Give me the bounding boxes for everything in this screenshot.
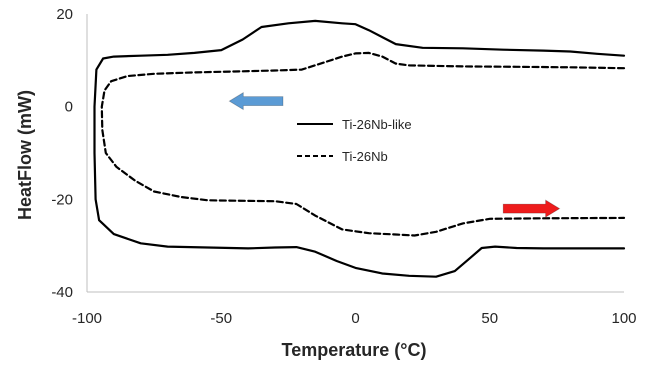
legend-label: Ti-26Nb [342,149,388,164]
legend-label: Ti-26Nb-like [342,117,412,132]
x-tick-label: 0 [351,310,359,327]
x-tick-label: -100 [72,310,102,327]
y-tick-label: 0 [65,99,73,116]
y-axis-title: HeatFlow (mW) [15,90,35,220]
series-line-2 [100,51,626,237]
series-line-1 [93,19,626,278]
arrow-right-icon [502,199,561,218]
series-group [93,19,626,278]
y-tick-label: -20 [51,191,73,208]
x-tick-label: 100 [611,310,636,327]
legend: Ti-26Nb-like Ti-26Nb [297,117,412,164]
arrow-left-icon [228,91,284,111]
annotation-arrows [228,91,561,218]
y-tick-label: 20 [56,6,73,23]
x-axis-title: Temperature (°C) [282,340,427,360]
x-tick-label: 50 [481,310,498,327]
axes: -40 -20 0 20 -100 -50 0 50 100 [51,6,636,327]
x-tick-label: -50 [210,310,232,327]
y-tick-label: -40 [51,284,73,301]
